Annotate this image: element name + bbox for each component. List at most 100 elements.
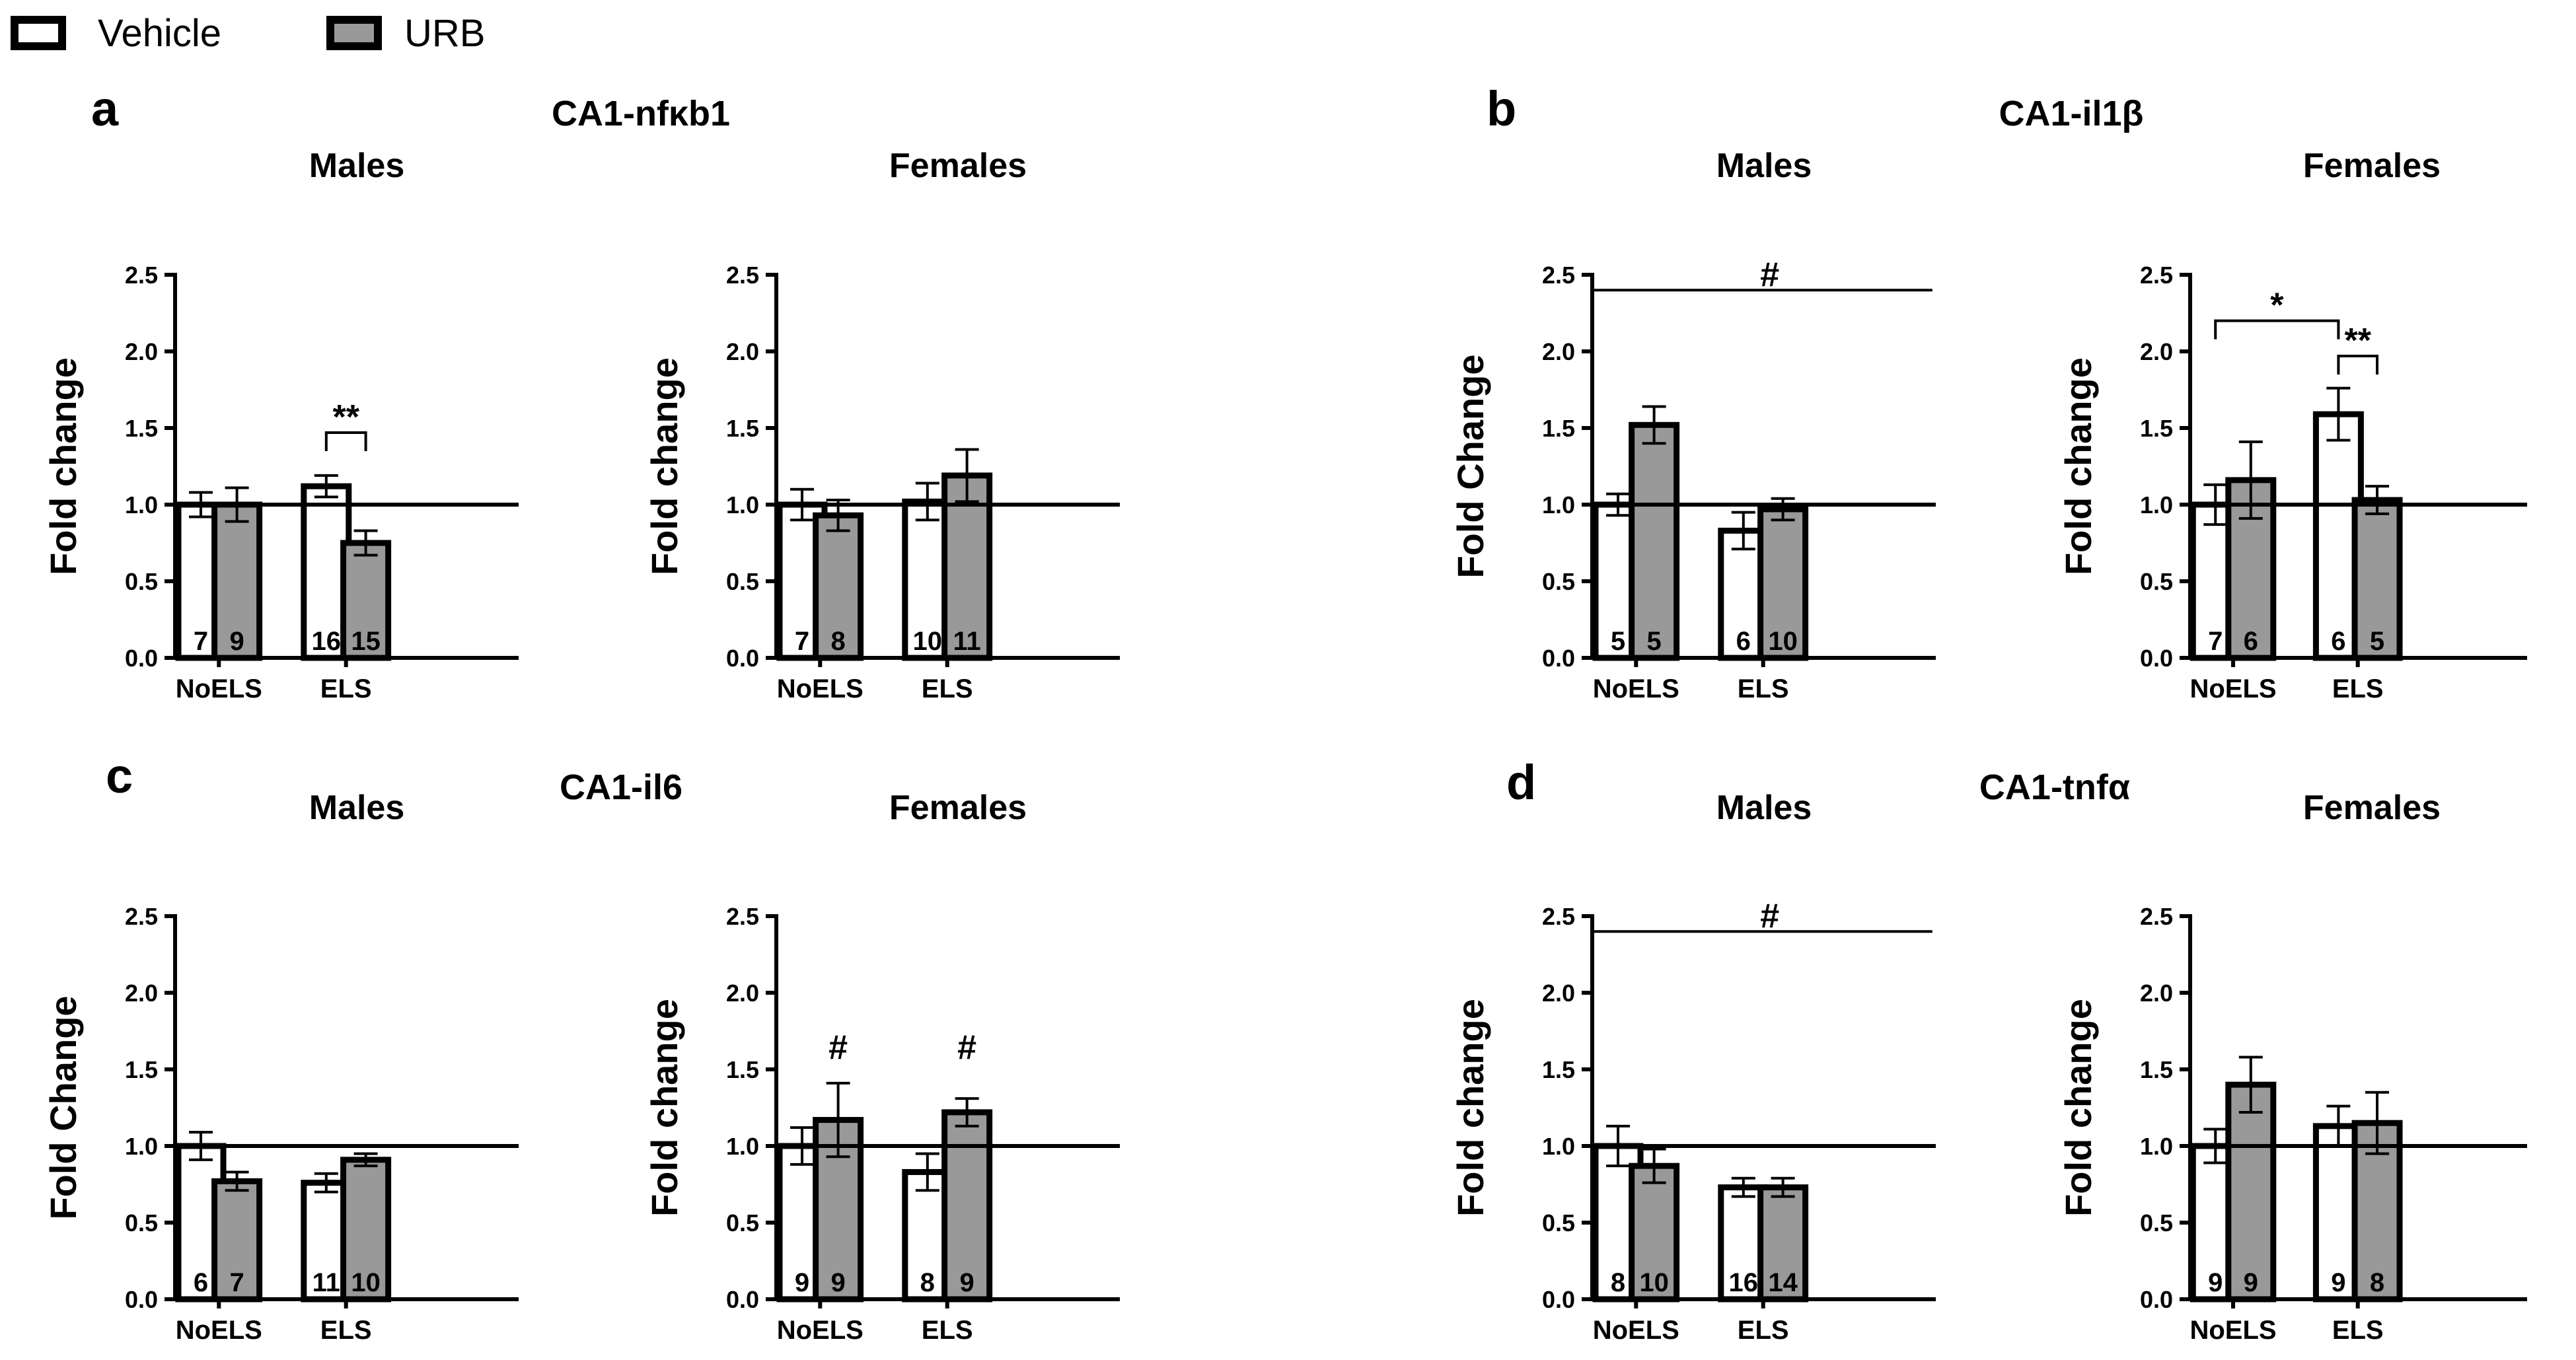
y-tick-label: 0.5 bbox=[1542, 1209, 1575, 1236]
n-label: 10 bbox=[1639, 1268, 1669, 1297]
y-axis-label: Fold change bbox=[644, 999, 685, 1217]
y-tick-label: 2.0 bbox=[2140, 980, 2173, 1007]
bar-urb-els bbox=[941, 1109, 993, 1303]
n-label: 8 bbox=[830, 627, 845, 656]
y-tick-label: 1.5 bbox=[726, 1056, 759, 1083]
y-tick-label: 0.5 bbox=[2140, 1209, 2173, 1236]
significance-bracket bbox=[324, 431, 367, 451]
y-tick-label: 0.0 bbox=[726, 645, 759, 672]
x-tick-label: ELS bbox=[320, 674, 372, 703]
n-label: 10 bbox=[351, 1268, 381, 1297]
panel-title: CA1-nfκb1 bbox=[552, 94, 730, 133]
panel-subtitle: Females bbox=[2303, 147, 2441, 185]
x-tick-label: ELS bbox=[2332, 1316, 2384, 1345]
n-label: 7 bbox=[2208, 627, 2223, 656]
y-tick-label: 1.0 bbox=[125, 491, 158, 519]
y-tick-label: 0.5 bbox=[726, 568, 759, 595]
y-tick-label: 1.0 bbox=[726, 491, 759, 519]
significance-bracket bbox=[2337, 354, 2379, 375]
y-tick-label: 2.0 bbox=[125, 338, 158, 365]
x-tick-label: NoELS bbox=[1593, 1316, 1679, 1345]
n-label: 10 bbox=[1768, 627, 1798, 656]
x-tick-label: NoELS bbox=[777, 674, 864, 703]
n-label: 8 bbox=[1611, 1268, 1625, 1297]
n-label: 9 bbox=[2331, 1268, 2345, 1297]
y-tick-label: 2.5 bbox=[2140, 262, 2173, 289]
bar-urb-els bbox=[340, 1157, 392, 1303]
significance-label: ** bbox=[332, 398, 359, 437]
n-label: 9 bbox=[2208, 1268, 2223, 1297]
y-tick-label: 1.0 bbox=[2140, 1133, 2173, 1160]
x-tick-label: ELS bbox=[320, 1316, 372, 1345]
y-tick-label: 2.0 bbox=[726, 338, 759, 365]
n-label: 7 bbox=[194, 627, 208, 656]
y-axis-label: Fold change bbox=[644, 357, 685, 575]
n-label: 9 bbox=[830, 1268, 845, 1297]
panel-subtitle: Males bbox=[1716, 147, 1812, 185]
panel-title: CA1-il1β bbox=[1999, 94, 2143, 133]
panel-2: Females Fold change 0.0 0.5 1.0 1.5 2.0 2.5 7 10 8… bbox=[644, 147, 1120, 703]
y-tick-label: 2.5 bbox=[1542, 903, 1575, 930]
n-label: 6 bbox=[194, 1268, 208, 1297]
n-label: 9 bbox=[229, 627, 244, 656]
y-tick-label: 1.5 bbox=[726, 415, 759, 442]
y-axis-label: Fold change bbox=[42, 357, 84, 575]
significance-label: * bbox=[2270, 287, 2284, 325]
n-label: 11 bbox=[953, 627, 980, 656]
y-tick-label: 2.5 bbox=[125, 262, 158, 289]
n-label: 6 bbox=[2331, 627, 2345, 656]
legend-label-vehicle: Vehicle bbox=[98, 12, 221, 55]
significance-label: # bbox=[828, 1028, 848, 1067]
y-tick-label: 2.5 bbox=[1542, 262, 1575, 289]
panel-letter: a bbox=[91, 81, 119, 136]
n-label: 6 bbox=[2244, 627, 2258, 656]
y-tick-label: 0.5 bbox=[2140, 568, 2173, 595]
y-tick-label: 1.5 bbox=[1542, 415, 1575, 442]
n-label: 16 bbox=[1729, 1268, 1759, 1297]
y-tick-label: 0.0 bbox=[1542, 1286, 1575, 1313]
x-tick-label: ELS bbox=[1738, 674, 1789, 703]
n-label: 8 bbox=[920, 1268, 935, 1297]
n-label: 16 bbox=[312, 627, 342, 656]
y-tick-label: 0.0 bbox=[2140, 1286, 2173, 1313]
y-tick-label: 0.0 bbox=[125, 1286, 158, 1313]
y-axis-label: Fold Change bbox=[42, 995, 84, 1219]
y-tick-label: 2.0 bbox=[125, 980, 158, 1007]
y-tick-label: 0.5 bbox=[1542, 568, 1575, 595]
y-tick-label: 2.0 bbox=[1542, 980, 1575, 1007]
significance-bracket bbox=[2214, 319, 2340, 340]
x-tick-label: NoELS bbox=[2190, 1316, 2276, 1345]
n-label: 5 bbox=[1646, 627, 1661, 656]
y-tick-label: 0.5 bbox=[726, 1209, 759, 1236]
n-label: 9 bbox=[959, 1268, 974, 1297]
y-tick-label: 2.5 bbox=[2140, 903, 2173, 930]
significance-label: # bbox=[1760, 897, 1779, 935]
y-tick-label: 2.0 bbox=[726, 980, 759, 1007]
panel-subtitle: Males bbox=[309, 789, 405, 827]
y-tick-label: 2.5 bbox=[125, 903, 158, 930]
panel-letter: b bbox=[1487, 81, 1516, 136]
y-tick-label: 1.0 bbox=[726, 1133, 759, 1160]
n-label: 7 bbox=[229, 1268, 244, 1297]
panels: a CA1-nfκb1 Males Fold change 0.0 0.5 1.0 1.5 2.… bbox=[42, 81, 2527, 1345]
y-tick-label: 1.0 bbox=[125, 1133, 158, 1160]
n-label: 5 bbox=[2370, 627, 2384, 656]
y-axis-label: Fold change bbox=[2057, 357, 2099, 575]
panel-subtitle: Females bbox=[2303, 789, 2441, 827]
x-tick-label: ELS bbox=[922, 674, 973, 703]
panel-subtitle: Males bbox=[1716, 789, 1812, 827]
y-axis-label: Fold change bbox=[2057, 999, 2099, 1217]
y-tick-label: 2.0 bbox=[1542, 338, 1575, 365]
y-tick-label: 2.5 bbox=[726, 903, 759, 930]
y-tick-label: 1.0 bbox=[1542, 491, 1575, 519]
panel-subtitle: Females bbox=[889, 147, 1027, 185]
legend-swatch-urb bbox=[326, 16, 382, 50]
x-tick-label: NoELS bbox=[777, 1316, 864, 1345]
n-label: 5 bbox=[1611, 627, 1625, 656]
y-tick-label: 2.0 bbox=[2140, 338, 2173, 365]
n-label: 9 bbox=[795, 1268, 809, 1297]
y-tick-label: 0.5 bbox=[125, 568, 158, 595]
n-label: 15 bbox=[351, 627, 381, 656]
